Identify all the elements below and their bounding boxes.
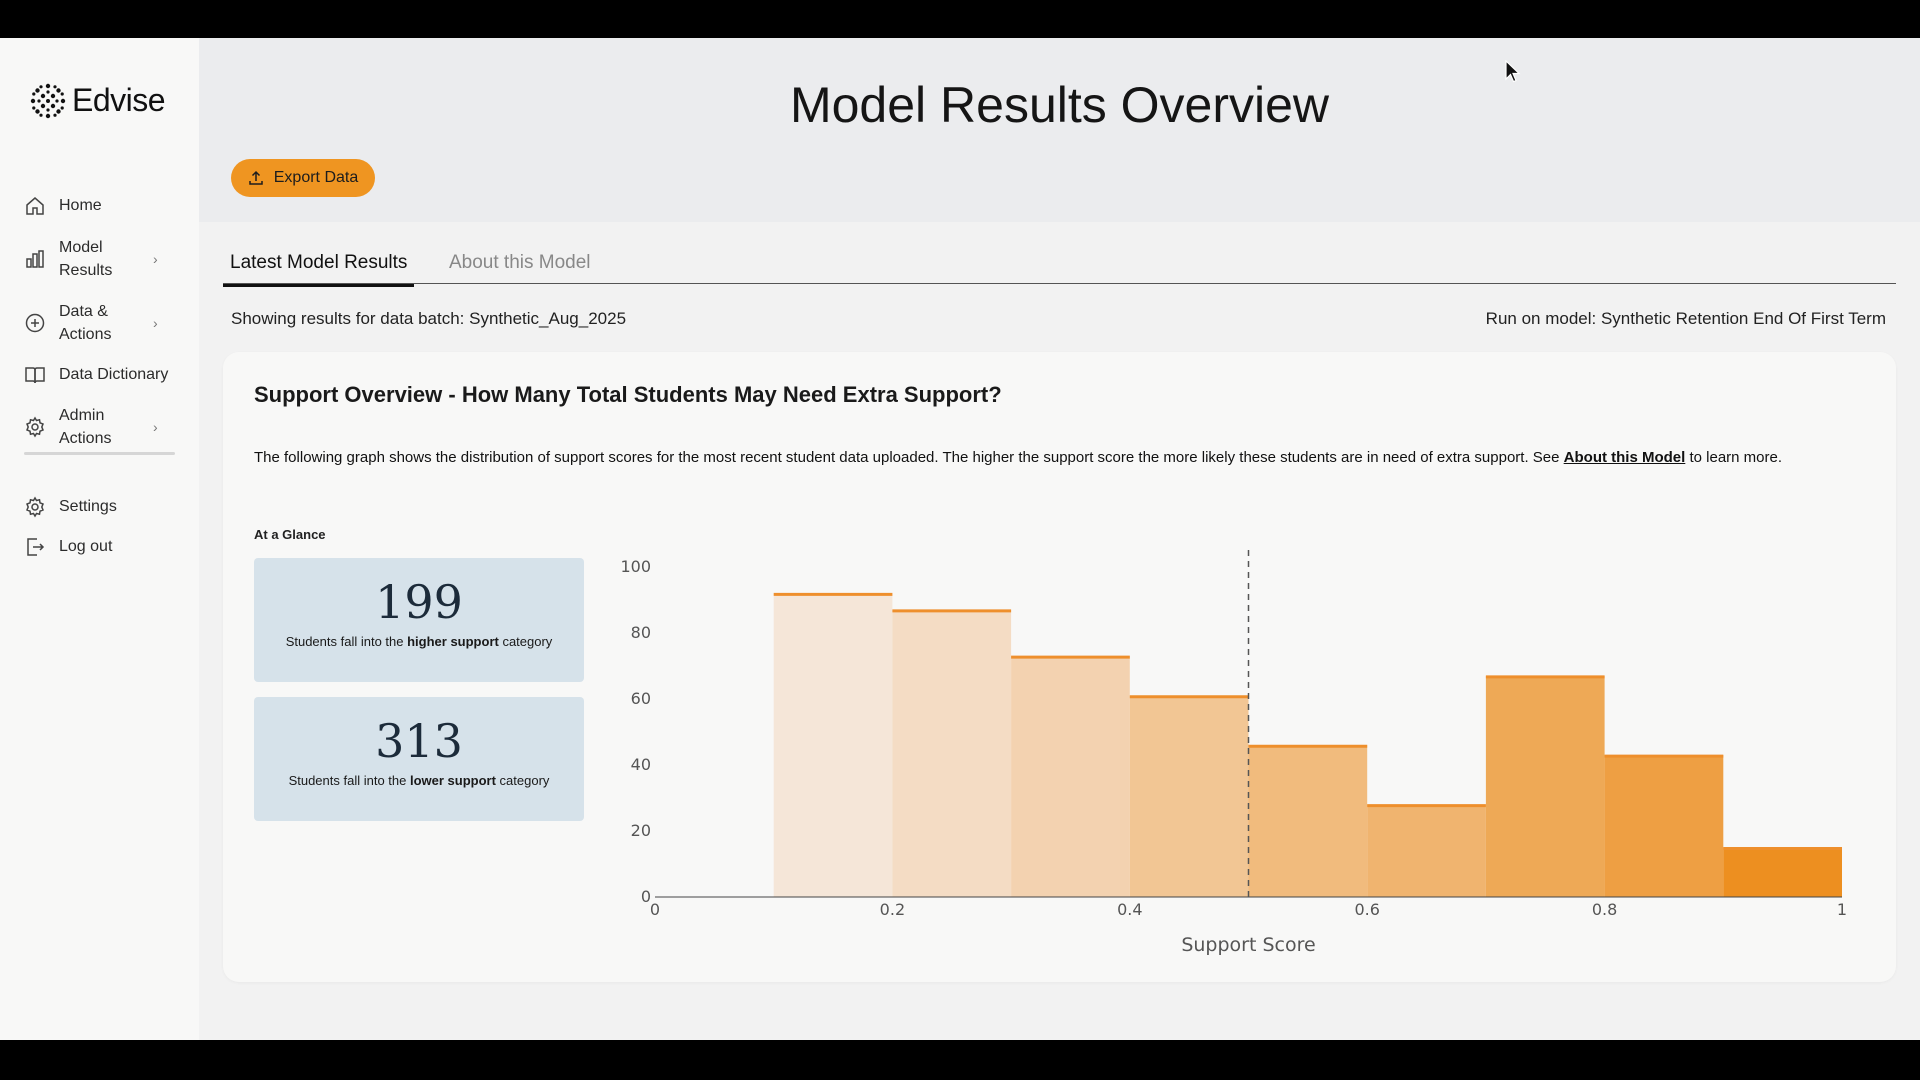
stat-caption-text-end: category xyxy=(498,634,553,649)
app-window: Edvise Home Model Results › Data & Actio… xyxy=(0,38,1920,1040)
data-batch-text: Showing results for data batch: Syntheti… xyxy=(231,309,627,328)
x-tick-label: 0.6 xyxy=(1354,900,1379,919)
chevron-right-icon: › xyxy=(153,315,158,331)
about-model-link[interactable]: About this Model xyxy=(1563,449,1686,466)
histogram-bar xyxy=(1011,656,1130,897)
higher-support-stat-card: 199 Students fall into the higher suppor… xyxy=(254,558,584,682)
edvise-logo-icon xyxy=(30,83,66,118)
sidebar: Edvise Home Model Results › Data & Actio… xyxy=(0,38,199,1040)
stat-caption-bold: higher support xyxy=(407,634,499,649)
tab-latest-model-results[interactable]: Latest Model Results xyxy=(223,252,415,287)
brand-name: Edvise xyxy=(72,82,166,118)
sidebar-divider xyxy=(24,452,175,455)
y-tick-label: 20 xyxy=(631,821,651,840)
x-tick-label: 1 xyxy=(1837,900,1847,919)
book-icon xyxy=(25,366,45,383)
histogram-bar xyxy=(773,593,893,897)
stat-caption-text: Students fall into the xyxy=(285,634,408,649)
lower-support-stat-card: 313 Students fall into the lower support… xyxy=(254,697,584,821)
bar-chart-icon xyxy=(26,250,44,268)
histogram-bar xyxy=(1129,695,1249,897)
export-data-button[interactable]: Export Data xyxy=(231,159,375,197)
model-name-text: Run on model: Synthetic Retention End Of… xyxy=(1485,309,1886,328)
x-tick-label: 0.4 xyxy=(1117,900,1142,919)
y-tick-label: 100 xyxy=(620,557,651,576)
sidebar-item-label: Admin Actions xyxy=(59,407,112,447)
description-text: The following graph shows the distributi… xyxy=(254,449,1564,466)
logout-icon xyxy=(27,537,45,556)
tab-about-this-model[interactable]: About this Model xyxy=(449,252,591,273)
mouse-cursor-icon xyxy=(1505,60,1521,83)
x-tick-label: 0.8 xyxy=(1592,900,1617,919)
sidebar-item-label: Log out xyxy=(59,538,113,555)
stat-value: 313 xyxy=(375,714,463,768)
histogram-bar xyxy=(892,609,1012,897)
y-tick-label: 60 xyxy=(631,689,651,708)
sidebar-item-label: Model Results xyxy=(59,239,113,279)
home-icon xyxy=(26,196,44,215)
brand-logo[interactable]: Edvise xyxy=(30,82,166,119)
histogram-bar xyxy=(1485,675,1605,897)
y-tick-label: 80 xyxy=(631,623,651,642)
export-data-label: Export Data xyxy=(273,169,359,186)
sidebar-item-home[interactable]: Home xyxy=(24,194,174,217)
x-tick-label: 0.2 xyxy=(880,900,905,919)
stat-caption: Students fall into the lower support cat… xyxy=(254,773,584,788)
sidebar-item-label: Data Dictionary xyxy=(59,366,169,383)
stat-caption-text-end: category xyxy=(495,773,550,788)
content-area: Latest Model Results About this Model Sh… xyxy=(199,222,1920,1040)
histogram-bar xyxy=(1248,745,1368,897)
stat-caption-bold: lower support xyxy=(409,773,496,788)
tab-bar: Latest Model Results About this Model xyxy=(223,242,1896,287)
sidebar-item-logout[interactable]: Log out xyxy=(24,535,174,558)
description-text-end: to learn more. xyxy=(1685,449,1783,466)
chevron-right-icon: › xyxy=(153,419,158,435)
stat-value: 199 xyxy=(375,575,463,629)
x-axis-label: Support Score xyxy=(1181,934,1315,956)
sidebar-item-admin-actions[interactable]: Admin Actions › xyxy=(24,404,174,450)
y-tick-label: 0 xyxy=(641,887,651,906)
histogram-bar xyxy=(1723,847,1842,897)
sidebar-item-label: Settings xyxy=(59,498,117,515)
upload-icon xyxy=(249,170,263,185)
card-description: The following graph shows the distributi… xyxy=(254,446,1854,470)
sidebar-item-settings[interactable]: Settings xyxy=(24,495,174,518)
x-tick-label: 0 xyxy=(650,900,660,919)
histogram-bar xyxy=(1604,755,1724,897)
at-a-glance-label: At a Glance xyxy=(254,527,326,542)
page-header: Model Results Overview Export Data xyxy=(199,38,1920,222)
histogram-bar xyxy=(1367,804,1486,897)
y-tick-label: 40 xyxy=(631,755,651,774)
stat-caption-text: Students fall into the xyxy=(288,773,410,788)
support-overview-card: Support Overview - How Many Total Studen… xyxy=(223,352,1896,982)
gear-icon xyxy=(26,416,44,438)
page-title: Model Results Overview xyxy=(789,77,1330,133)
chevron-right-icon: › xyxy=(153,251,158,267)
plus-circle-icon xyxy=(25,313,45,333)
card-title: Support Overview - How Many Total Studen… xyxy=(254,382,1002,407)
sidebar-item-data-dictionary[interactable]: Data Dictionary xyxy=(24,363,174,386)
sidebar-item-label: Data & Actions xyxy=(59,303,112,343)
sidebar-item-model-results[interactable]: Model Results › xyxy=(24,236,174,282)
sidebar-item-data-actions[interactable]: Data & Actions › xyxy=(24,300,174,346)
stat-caption: Students fall into the higher support ca… xyxy=(254,634,584,649)
main-area: Model Results Overview Export Data Lates… xyxy=(199,38,1920,1040)
gear-icon xyxy=(26,496,44,517)
sidebar-item-label: Home xyxy=(59,197,102,214)
